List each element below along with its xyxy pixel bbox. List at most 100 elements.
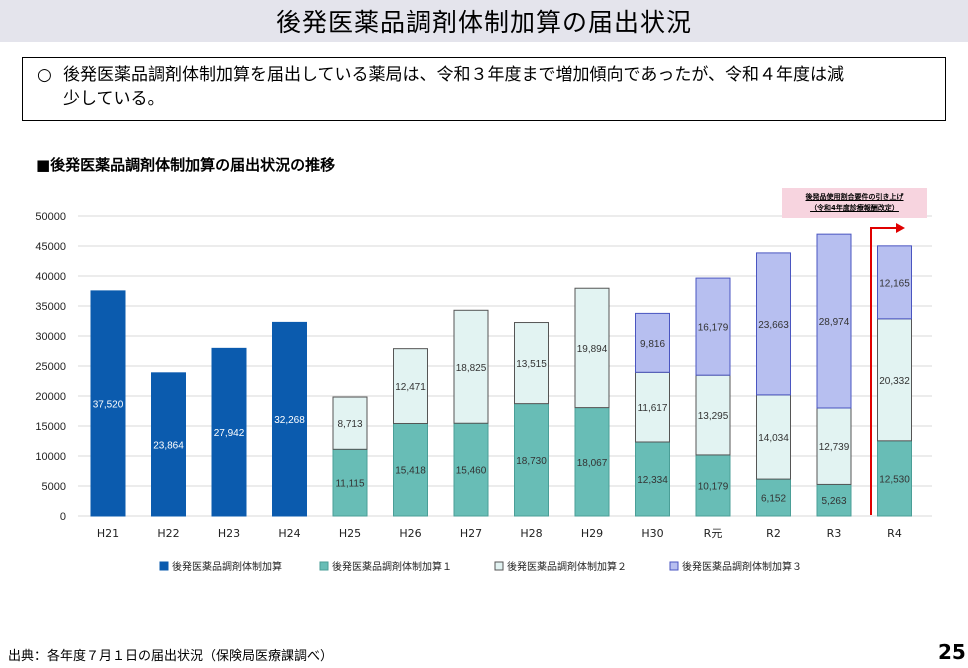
y-tick-label: 35000 xyxy=(35,301,66,313)
x-tick-label: H30 xyxy=(641,527,663,540)
bar-H30-series1 xyxy=(635,441,670,517)
y-tick-label: 5000 xyxy=(42,481,66,493)
revision-note-line-2: （令和4年度診療報酬改定） xyxy=(810,204,899,212)
data-label: 28,974 xyxy=(819,317,850,328)
y-tick-label: 20000 xyxy=(35,391,66,403)
y-tick-label: 15000 xyxy=(35,421,66,433)
bar-H29-series2 xyxy=(574,287,610,409)
bar-H25-series1 xyxy=(332,448,368,517)
legend-swatch xyxy=(669,561,679,571)
bar-H29-series1 xyxy=(574,407,610,517)
x-tick-label: H29 xyxy=(581,527,603,540)
bar-H22-series0 xyxy=(151,372,186,517)
data-label: 10,179 xyxy=(698,481,729,492)
y-tick-label: 0 xyxy=(60,511,66,523)
legend-swatch xyxy=(159,561,169,571)
bar-H26-series2 xyxy=(393,348,428,424)
bar-R2-series3 xyxy=(756,252,791,396)
y-tick-label: 25000 xyxy=(35,361,66,373)
bar-R4-series3 xyxy=(877,245,912,320)
data-label: 14,034 xyxy=(758,433,789,444)
bar-R3-series2 xyxy=(816,407,852,485)
data-label: 16,179 xyxy=(698,323,729,334)
bar-H30-series2 xyxy=(635,371,670,443)
revision-note-line-1: 後発品使用割合要件の引き上げ xyxy=(805,193,904,201)
data-label: 13,295 xyxy=(698,411,729,422)
data-label: 18,825 xyxy=(456,363,487,374)
bar-R3-series3 xyxy=(816,233,852,409)
data-label: 32,268 xyxy=(274,415,305,426)
data-label: 12,739 xyxy=(819,442,850,453)
data-label: 15,418 xyxy=(395,466,426,477)
chart-heading: ■後発医薬品調剤体制加算の届出状況の推移 xyxy=(36,156,336,174)
bar-H27-series1 xyxy=(453,422,489,517)
bar-H28-series1 xyxy=(514,403,549,517)
bar-H30-series3 xyxy=(635,312,670,373)
revision-note: 後発品使用割合要件の引き上げ （令和4年度診療報酬改定） xyxy=(782,188,927,218)
x-tick-label: H25 xyxy=(339,527,361,540)
bar-R4-series1 xyxy=(877,440,912,517)
bar-R4-series2 xyxy=(877,318,912,442)
x-tick-label: H22 xyxy=(157,527,179,540)
legend-swatch xyxy=(494,561,504,571)
bar-R2-series1 xyxy=(756,478,791,517)
y-tick-label: 45000 xyxy=(35,241,66,253)
data-label: 15,460 xyxy=(456,466,487,477)
revision-arrow-line xyxy=(870,227,896,515)
bar-R元-series3 xyxy=(695,277,731,376)
x-tick-label: H21 xyxy=(97,527,119,540)
legend-label: 後発医薬品調剤体制加算１ xyxy=(332,560,452,573)
data-label: 18,067 xyxy=(577,458,608,469)
y-tick-label: 40000 xyxy=(35,271,66,283)
x-tick-label: H28 xyxy=(520,527,542,540)
data-label: 11,617 xyxy=(638,403,668,414)
y-tick-label: 10000 xyxy=(35,451,66,463)
data-label: 37,520 xyxy=(93,399,124,410)
x-tick-label: H24 xyxy=(278,527,300,540)
summary-line-1: 後発医薬品調剤体制加算を届出している薬局は、令和３年度まで増加傾向であったが、令… xyxy=(63,65,844,85)
bar-H25-series2 xyxy=(332,396,368,450)
data-label: 12,165 xyxy=(879,278,910,289)
x-tick-label: R4 xyxy=(887,527,902,540)
page-number: 25 xyxy=(938,640,966,664)
data-label: 13,515 xyxy=(516,359,547,370)
slide-title: 後発医薬品調剤体制加算の届出状況 xyxy=(275,8,692,37)
data-label: 20,332 xyxy=(879,376,910,387)
summary-line-2: 少している。 xyxy=(63,89,165,109)
data-label: 5,263 xyxy=(821,496,846,507)
source-note: 出典：各年度７月１日の届出状況（保険局医療課調べ） xyxy=(8,649,334,664)
y-tick-label: 30000 xyxy=(35,331,66,343)
bar-H27-series2 xyxy=(453,309,489,424)
revision-arrow-head xyxy=(896,223,905,233)
data-label: 11,115 xyxy=(335,479,365,490)
data-label: 12,334 xyxy=(637,475,668,486)
legend-label: 後発医薬品調剤体制加算 xyxy=(172,560,282,573)
bar-H28-series2 xyxy=(514,322,549,405)
bar-H21-series0 xyxy=(90,290,126,517)
data-label: 23,864 xyxy=(153,440,184,451)
data-label: 12,471 xyxy=(395,382,426,393)
summary-box: ○ 後発医薬品調剤体制加算を届出している薬局は、令和３年度まで増加傾向であったが、… xyxy=(22,57,946,121)
data-label: 6,152 xyxy=(761,494,786,505)
x-tick-label: H27 xyxy=(460,527,482,540)
data-label: 9,816 xyxy=(640,339,665,350)
x-tick-label: R2 xyxy=(766,527,781,540)
data-label: 27,942 xyxy=(214,428,245,439)
title-band: 後発医薬品調剤体制加算の届出状況 xyxy=(0,0,968,42)
x-tick-label: R3 xyxy=(827,527,842,540)
data-label: 18,730 xyxy=(516,456,547,467)
legend-label: 後発医薬品調剤体制加算３ xyxy=(682,560,802,573)
y-tick-label: 50000 xyxy=(35,211,66,223)
bar-H26-series1 xyxy=(393,422,428,517)
bar-H24-series0 xyxy=(272,321,307,517)
legend-swatch xyxy=(319,561,329,571)
bar-H23-series0 xyxy=(211,347,247,517)
legend-label: 後発医薬品調剤体制加算２ xyxy=(507,560,627,573)
data-label: 23,663 xyxy=(758,320,789,331)
x-tick-label: H26 xyxy=(399,527,421,540)
bar-R元-series2 xyxy=(695,374,731,456)
summary-marker: ○ xyxy=(37,65,52,85)
bar-R2-series2 xyxy=(756,394,791,480)
data-label: 8,713 xyxy=(337,419,362,430)
